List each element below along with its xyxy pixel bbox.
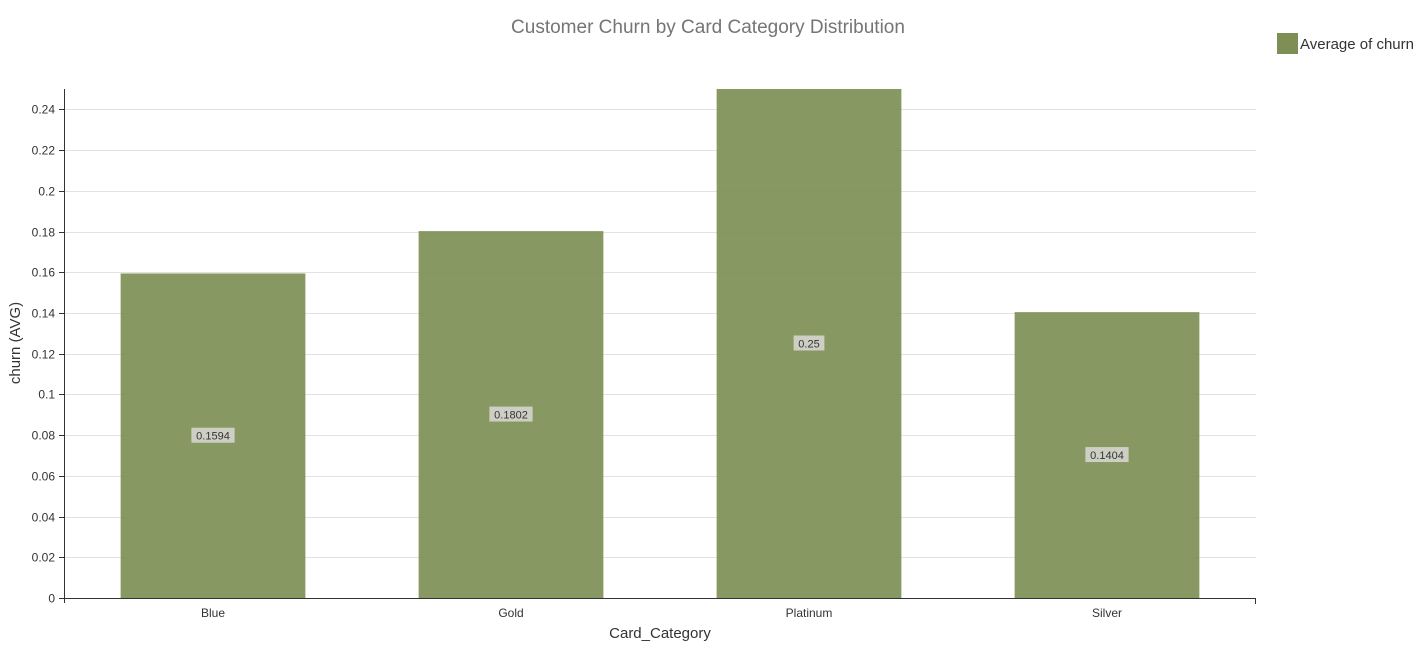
- data-label: 0.1594: [196, 431, 230, 443]
- y-tick-label: 0.04: [32, 511, 56, 525]
- chart-title: Customer Churn by Card Category Distribu…: [511, 17, 905, 38]
- y-tick-label: 0.18: [32, 226, 56, 240]
- axes: 0 0.02 0.04 0.06 0.08 0.1 0.12 0.14 0.16 0.18 0.2 0…: [32, 89, 1256, 620]
- data-label-background: [1085, 447, 1129, 463]
- y-tick-label: 0.06: [32, 470, 56, 484]
- y-tick-label: 0.22: [32, 144, 56, 158]
- y-tick-label: 0.16: [32, 266, 56, 280]
- data-label-background: [489, 406, 533, 422]
- legend[interactable]: Average of churn: [1277, 33, 1414, 54]
- legend-swatch: [1277, 33, 1298, 54]
- x-tick-label: Blue: [201, 606, 225, 620]
- y-tick-label: 0.14: [32, 307, 56, 321]
- data-label-background: [793, 335, 825, 351]
- x-axis-title: Card_Category: [609, 625, 711, 642]
- bars: [120, 89, 1200, 598]
- y-tick-label: 0.08: [32, 429, 56, 443]
- data-label: 0.1802: [494, 410, 528, 422]
- data-label-background: [191, 427, 235, 443]
- data-labels: 0.1594 0.1802 0.25 0.1404: [191, 335, 1129, 463]
- y-tick-label: 0.02: [32, 551, 56, 565]
- x-tick-label: Silver: [1092, 606, 1122, 620]
- x-tick-label: Platinum: [786, 606, 833, 620]
- x-tick-label: Gold: [498, 606, 523, 620]
- y-tick-label: 0.2: [38, 185, 55, 199]
- data-label: 0.25: [798, 339, 819, 351]
- y-tick-label: 0.24: [32, 103, 56, 117]
- y-tick-label: 0.12: [32, 348, 56, 362]
- y-axis-title: churn (AVG): [7, 302, 24, 384]
- y-tick-label: 0: [48, 592, 55, 606]
- y-tick-label: 0.1: [38, 388, 55, 402]
- data-label: 0.1404: [1090, 450, 1124, 462]
- legend-label: Average of churn: [1300, 36, 1414, 53]
